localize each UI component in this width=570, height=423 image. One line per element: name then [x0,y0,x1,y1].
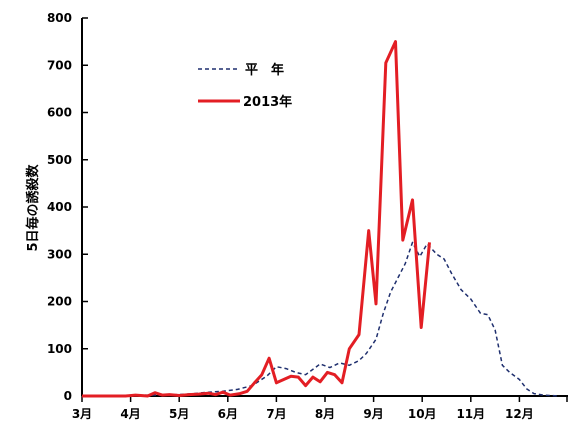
legend: 平 年 2013年 [198,62,292,110]
x-tick-label: 9月 [363,407,383,421]
x-tick-label: 7月 [266,407,286,421]
y-tick-label: 400 [47,200,72,214]
y-tick-label: 700 [47,58,72,72]
legend-label-normal-year: 平 年 [245,62,284,78]
series-line-2013 [82,40,431,398]
series-line-normal-year [82,241,559,397]
legend-item-2013: 2013年 [198,94,292,110]
legend-item-normal-year: 平 年 [198,62,284,78]
y-tick-label: 100 [47,342,72,356]
y-tick-label: 600 [47,106,72,120]
y-axis-title: 5日毎の誘殺数 [25,163,41,251]
y-ticks: 0 100 200 300 400 500 600 700 800 [47,11,88,403]
x-tick-label: 4月 [120,407,140,421]
y-tick-label: 800 [47,11,72,25]
x-tick-label: 11月 [456,407,485,421]
y-tick-label: 300 [47,247,72,261]
x-ticks: 3月 4月 5月 6月 7月 8月 9月 10月 11月 12月 [72,396,568,421]
y-tick-label: 200 [47,295,72,309]
series-layer [82,40,559,398]
x-tick-label: 8月 [315,407,335,421]
legend-label-2013: 2013年 [243,94,292,110]
y-tick-label: 500 [47,153,72,167]
x-tick-label: 3月 [72,407,92,421]
x-tick-label: 5月 [169,407,189,421]
x-tick-label: 12月 [505,407,534,421]
x-tick-label: 6月 [218,407,238,421]
y-tick-label: 0 [64,389,72,403]
x-tick-label: 10月 [408,407,437,421]
